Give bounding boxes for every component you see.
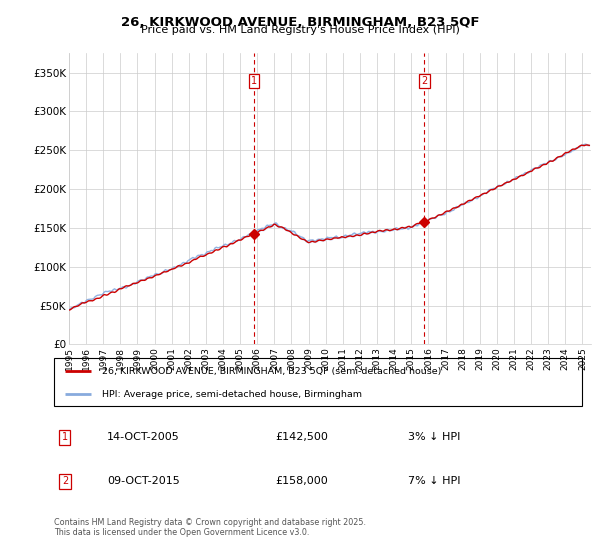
Text: £142,500: £142,500 bbox=[276, 432, 329, 442]
Text: Price paid vs. HM Land Registry's House Price Index (HPI): Price paid vs. HM Land Registry's House … bbox=[140, 25, 460, 35]
Text: HPI: Average price, semi-detached house, Birmingham: HPI: Average price, semi-detached house,… bbox=[101, 390, 362, 399]
Text: 26, KIRKWOOD AVENUE, BIRMINGHAM, B23 5QF: 26, KIRKWOOD AVENUE, BIRMINGHAM, B23 5QF bbox=[121, 16, 479, 29]
Text: 26, KIRKWOOD AVENUE, BIRMINGHAM, B23 5QF (semi-detached house): 26, KIRKWOOD AVENUE, BIRMINGHAM, B23 5QF… bbox=[101, 367, 441, 376]
Text: 14-OCT-2005: 14-OCT-2005 bbox=[107, 432, 179, 442]
Text: 2: 2 bbox=[421, 76, 428, 86]
Text: Contains HM Land Registry data © Crown copyright and database right 2025.
This d: Contains HM Land Registry data © Crown c… bbox=[54, 518, 366, 538]
Text: 09-OCT-2015: 09-OCT-2015 bbox=[107, 477, 179, 487]
Text: 3% ↓ HPI: 3% ↓ HPI bbox=[408, 432, 460, 442]
Text: £158,000: £158,000 bbox=[276, 477, 329, 487]
Text: 2: 2 bbox=[62, 477, 68, 487]
Text: 7% ↓ HPI: 7% ↓ HPI bbox=[408, 477, 460, 487]
Text: 1: 1 bbox=[251, 76, 257, 86]
Text: 1: 1 bbox=[62, 432, 68, 442]
